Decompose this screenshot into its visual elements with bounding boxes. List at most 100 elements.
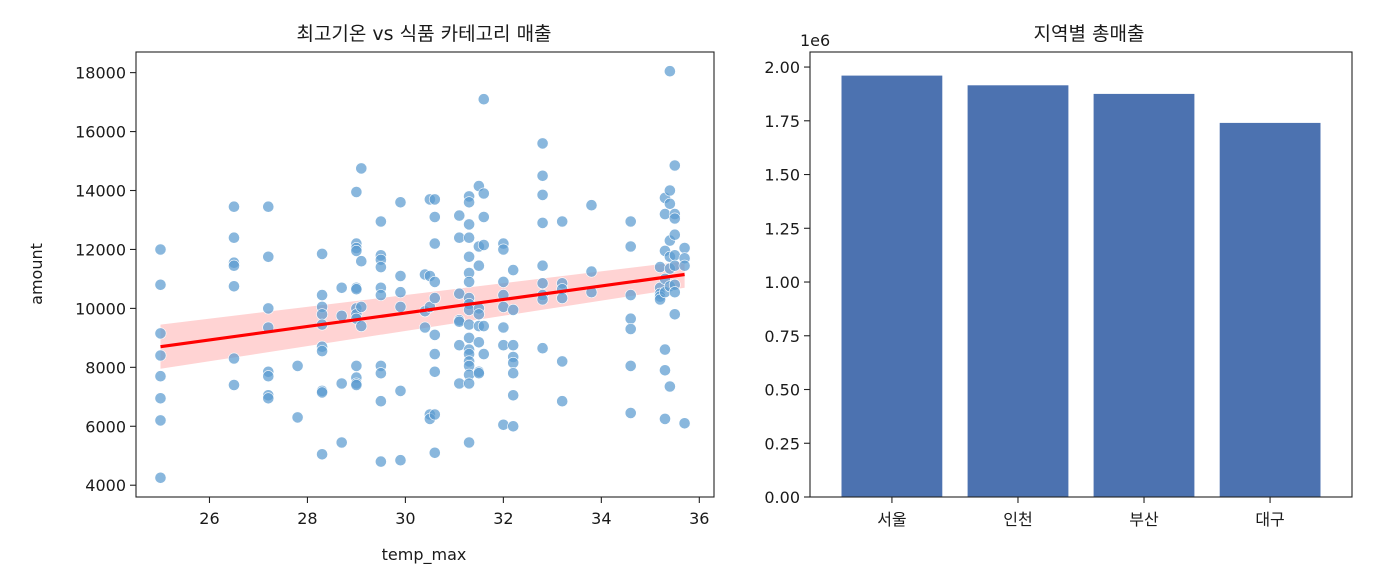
scatter-point	[316, 308, 328, 321]
scatter-point	[556, 215, 569, 228]
scatter-point	[507, 367, 520, 380]
scatter-point	[428, 328, 441, 341]
scatter-point	[497, 300, 510, 313]
scatter-point	[668, 286, 681, 299]
scatter-point	[472, 367, 485, 380]
scatter-point	[463, 318, 475, 331]
scatter-point	[477, 187, 490, 200]
scatter-y-tick-label: 6000	[85, 417, 126, 436]
scatter-point	[428, 348, 441, 360]
scatter-point	[678, 259, 691, 272]
scatter-point	[536, 169, 549, 182]
scatter-y-tick-label: 16000	[75, 123, 126, 142]
scatter-point	[664, 380, 676, 393]
scatter-points-layer	[154, 65, 691, 484]
regression-line	[160, 272, 685, 349]
scatter-point	[428, 193, 441, 206]
bar-y-tick-label: 0.50	[764, 381, 800, 400]
scatter-point	[536, 216, 549, 229]
scatter-point	[355, 162, 368, 175]
scatter-point	[262, 392, 275, 405]
scatter-point	[463, 196, 475, 209]
scatter-point	[154, 414, 167, 427]
scatter-point	[668, 159, 681, 172]
scatter-point	[228, 200, 240, 213]
scatter-point	[659, 343, 671, 356]
scatter-point	[668, 249, 681, 262]
bar-y-tick-label: 0.75	[764, 327, 800, 346]
scatter-point	[536, 259, 549, 272]
scatter-x-tick-label: 36	[689, 509, 709, 528]
scatter-point	[428, 292, 441, 304]
scatter-point	[154, 243, 167, 256]
scatter-title: 최고기온 vs 식품 카테고리 매출	[296, 23, 551, 45]
scatter-point	[585, 199, 598, 212]
bar-y-tick-label: 0.25	[764, 434, 800, 453]
scatter-point	[624, 312, 637, 325]
scatter-point	[624, 240, 637, 253]
scatter-y-tick-label: 4000	[85, 476, 126, 495]
scatter-point	[394, 384, 407, 397]
bar	[1093, 93, 1195, 498]
scatter-y-tick-label: 18000	[75, 64, 126, 83]
scatter-x-tick-label: 30	[395, 509, 415, 528]
bar-category-label: 부산	[1129, 510, 1159, 529]
scatter-point	[428, 275, 441, 288]
scatter-point	[453, 339, 466, 352]
bar-axis-multiplier: 1e6	[800, 31, 830, 50]
bar-y-tick-label: 1.75	[764, 112, 800, 131]
scatter-point	[668, 212, 681, 225]
scatter-point	[228, 379, 240, 391]
scatter-point	[585, 265, 598, 278]
scatter-point	[536, 137, 549, 150]
scatter-point	[228, 352, 240, 365]
scatter-y-tick-label: 14000	[75, 182, 126, 201]
scatter-point	[472, 336, 485, 349]
scatter-point	[536, 277, 549, 290]
scatter-point	[659, 364, 671, 377]
scatter-point	[463, 231, 475, 244]
scatter-point	[262, 200, 275, 213]
scatter-point	[453, 209, 466, 222]
scatter-point	[477, 239, 490, 251]
bar-panel: 지역별 총매출 서울 인천 부산 대구 0.00 0.25 0.50 0.75 1.00 1.2…	[764, 23, 1353, 529]
scatter-point	[624, 323, 637, 335]
scatter-point	[477, 320, 490, 332]
scatter-point	[374, 455, 387, 468]
scatter-point	[228, 231, 240, 244]
bar-y-ticks: 0.00 0.25 0.50 0.75 1.00 1.25 1.50 1.75 2.00	[764, 58, 810, 507]
scatter-point	[453, 287, 466, 300]
scatter-point	[664, 65, 676, 78]
scatter-x-axis-label: temp_max	[382, 545, 467, 565]
scatter-point	[472, 308, 485, 321]
scatter-point	[316, 247, 328, 260]
scatter-point	[154, 392, 167, 405]
scatter-point	[428, 365, 441, 378]
scatter-point	[497, 275, 510, 288]
scatter-x-tick-label: 34	[591, 509, 611, 528]
scatter-point	[228, 259, 240, 272]
scatter-point	[536, 342, 549, 355]
scatter-point	[419, 321, 431, 334]
scatter-point	[463, 377, 475, 390]
scatter-point	[355, 255, 368, 268]
bar-category-label: 서울	[877, 510, 906, 529]
scatter-point	[497, 418, 510, 431]
scatter-point	[507, 389, 520, 402]
scatter-point	[374, 261, 387, 273]
scatter-point	[664, 197, 676, 210]
bar-y-tick-label: 1.50	[764, 166, 800, 185]
scatter-point	[350, 379, 363, 391]
scatter-point	[355, 300, 368, 313]
scatter-point	[350, 244, 363, 257]
scatter-point	[154, 471, 167, 484]
bar	[1219, 122, 1321, 498]
scatter-y-axis-label: amount	[27, 243, 46, 305]
scatter-point	[624, 407, 637, 419]
scatter-point	[154, 349, 167, 362]
scatter-point	[463, 436, 475, 449]
scatter-point	[472, 259, 485, 272]
scatter-point	[507, 420, 520, 433]
regression-line-layer	[160, 272, 685, 349]
scatter-point	[154, 370, 167, 383]
